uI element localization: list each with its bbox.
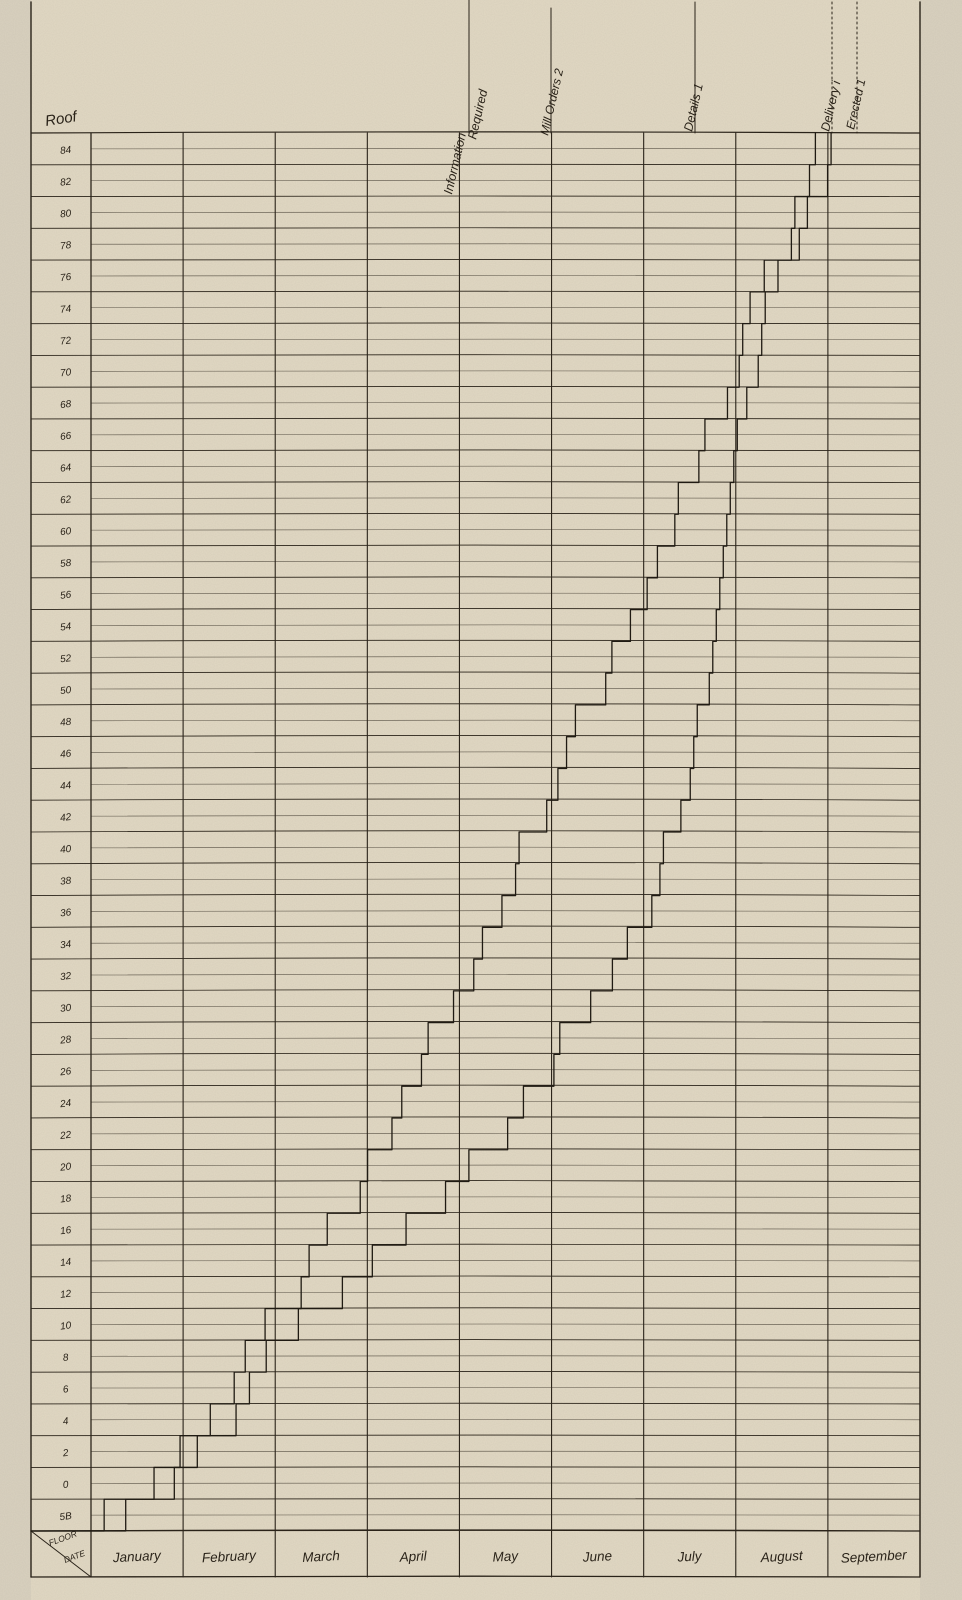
svg-text:34: 34 [60, 939, 73, 951]
svg-text:38: 38 [60, 875, 73, 887]
svg-text:February: February [202, 1548, 258, 1566]
svg-text:76: 76 [60, 272, 73, 284]
svg-text:78: 78 [60, 240, 73, 252]
svg-text:44: 44 [60, 780, 73, 792]
svg-text:April: April [398, 1548, 428, 1564]
svg-text:14: 14 [60, 1257, 73, 1269]
svg-text:42: 42 [60, 812, 73, 824]
svg-text:54: 54 [60, 621, 73, 633]
svg-text:March: March [302, 1548, 340, 1565]
svg-text:74: 74 [60, 304, 73, 316]
svg-text:50: 50 [60, 685, 73, 697]
svg-text:July: July [676, 1548, 703, 1564]
svg-text:82: 82 [60, 176, 73, 188]
svg-text:January: January [111, 1548, 162, 1566]
svg-text:10: 10 [60, 1320, 73, 1332]
svg-text:68: 68 [60, 399, 73, 411]
svg-text:62: 62 [60, 494, 73, 506]
svg-text:36: 36 [60, 907, 73, 919]
svg-text:64: 64 [60, 462, 73, 474]
svg-text:46: 46 [60, 748, 73, 760]
svg-text:12: 12 [60, 1288, 73, 1300]
svg-text:30: 30 [60, 1003, 73, 1015]
svg-text:22: 22 [59, 1130, 73, 1142]
svg-text:66: 66 [60, 431, 73, 443]
svg-text:20: 20 [59, 1161, 73, 1173]
svg-text:16: 16 [60, 1225, 73, 1237]
svg-text:5B: 5B [59, 1511, 73, 1523]
svg-text:84: 84 [60, 145, 73, 157]
svg-text:52: 52 [60, 653, 73, 665]
svg-text:70: 70 [60, 367, 73, 379]
svg-text:72: 72 [60, 335, 73, 347]
svg-text:28: 28 [59, 1034, 73, 1046]
svg-text:August: August [759, 1548, 804, 1565]
svg-text:May: May [492, 1548, 520, 1564]
svg-text:40: 40 [60, 844, 73, 856]
svg-text:26: 26 [59, 1066, 73, 1078]
svg-text:80: 80 [60, 208, 73, 220]
svg-text:18: 18 [60, 1193, 73, 1205]
svg-text:56: 56 [60, 589, 73, 601]
svg-text:32: 32 [60, 971, 73, 983]
svg-text:24: 24 [59, 1098, 73, 1110]
svg-text:48: 48 [60, 717, 73, 729]
svg-text:60: 60 [60, 526, 73, 538]
svg-text:58: 58 [60, 558, 73, 570]
svg-text:June: June [581, 1548, 612, 1565]
